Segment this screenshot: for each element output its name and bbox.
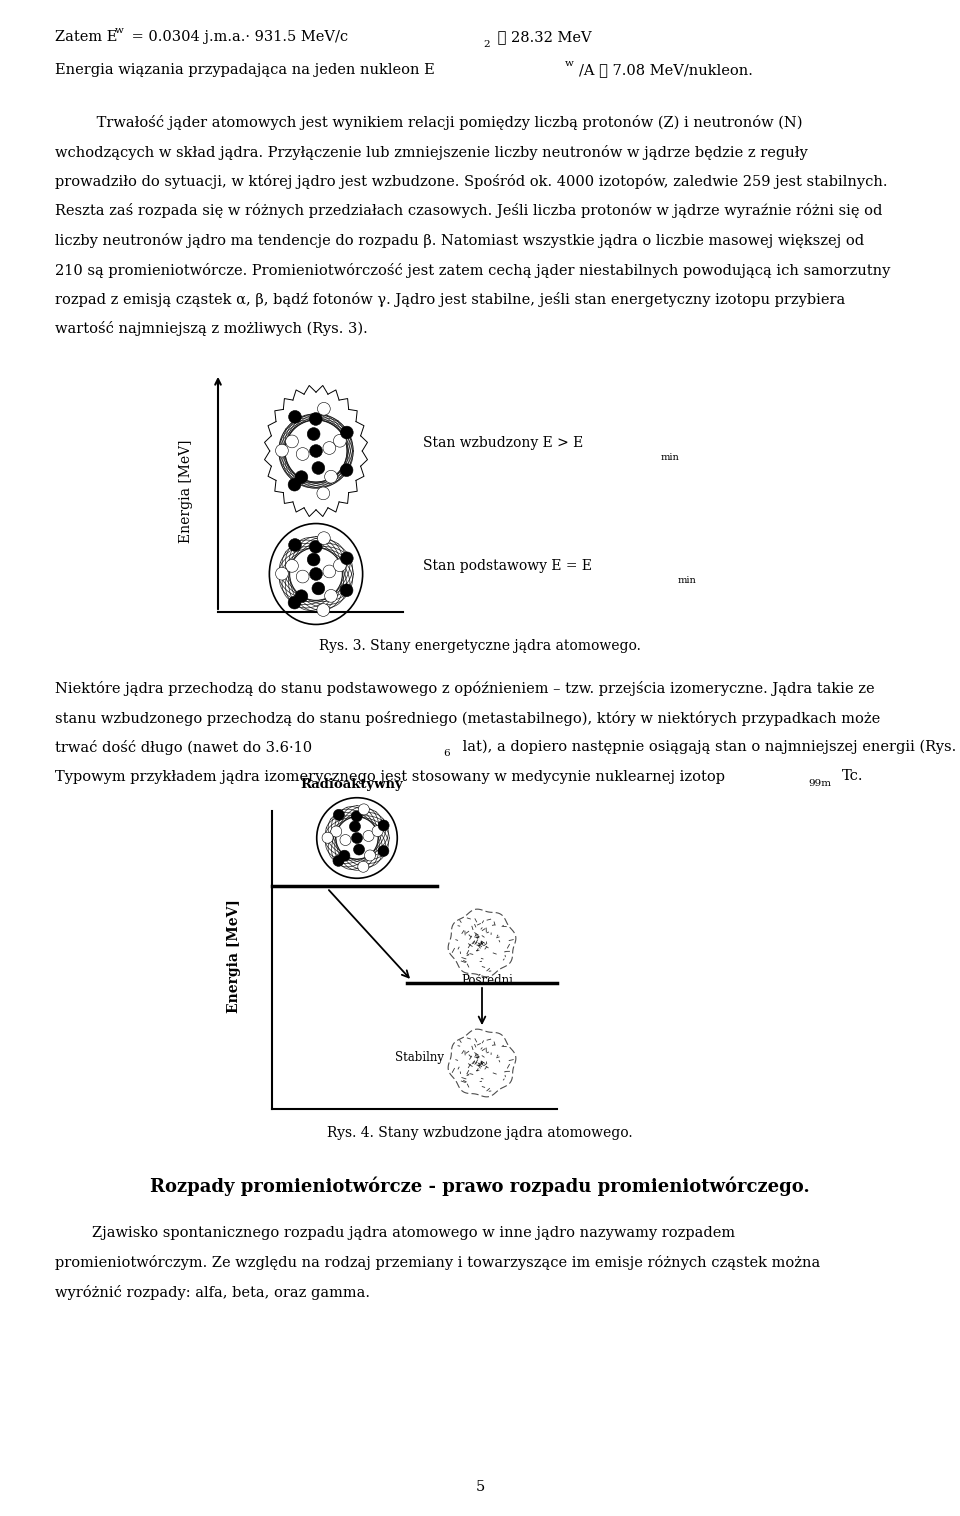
Circle shape (358, 861, 369, 872)
Circle shape (324, 590, 337, 602)
Text: min: min (678, 576, 697, 585)
Text: Tc.: Tc. (842, 770, 863, 784)
Circle shape (312, 461, 324, 475)
Circle shape (341, 426, 353, 440)
Text: w: w (114, 26, 124, 35)
Circle shape (378, 846, 389, 857)
Circle shape (351, 811, 362, 822)
Text: 99m: 99m (808, 779, 831, 787)
Text: Energia wiązania przypadająca na jeden nukleon E: Energia wiązania przypadająca na jeden n… (55, 64, 435, 77)
Circle shape (312, 582, 324, 594)
Circle shape (322, 832, 333, 843)
Circle shape (295, 471, 308, 484)
Text: Zjawisko spontanicznego rozpadu jądra atomowego w inne jądro nazywamy rozpadem: Zjawisko spontanicznego rozpadu jądra at… (55, 1226, 735, 1240)
Circle shape (378, 820, 389, 831)
Circle shape (340, 584, 353, 597)
Circle shape (310, 444, 323, 458)
Text: Stan podstawowy E = E: Stan podstawowy E = E (423, 559, 592, 573)
Text: 6: 6 (443, 749, 449, 758)
Circle shape (289, 411, 301, 423)
Circle shape (333, 559, 347, 572)
Text: promieniotwórczym. Ze względu na rodzaj przemiany i towarzyszące im emisje różny: promieniotwórczym. Ze względu na rodzaj … (55, 1255, 820, 1270)
Text: Zatem E: Zatem E (55, 30, 117, 44)
Text: prowadziło do sytuacji, w której jądro jest wzbudzone. Spośród ok. 4000 izotopów: prowadziło do sytuacji, w której jądro j… (55, 174, 887, 190)
Circle shape (341, 552, 353, 564)
Circle shape (349, 822, 360, 832)
Circle shape (363, 831, 374, 841)
Text: Typowym przykładem jądra izomerycznego jest stosowany w medycynie nuklearnej izo: Typowym przykładem jądra izomerycznego j… (55, 770, 730, 784)
Text: Stan wzbudzony E > E: Stan wzbudzony E > E (423, 437, 584, 450)
Text: Radioaktywny: Radioaktywny (300, 778, 403, 791)
Text: w: w (565, 59, 574, 68)
Text: wyróżnić rozpady: alfa, beta, oraz gamma.: wyróżnić rozpady: alfa, beta, oraz gamma… (55, 1286, 370, 1301)
Circle shape (276, 444, 288, 456)
Circle shape (339, 850, 350, 861)
Text: Trwałość jąder atomowych jest wynikiem relacji pomiędzy liczbą protonów (Z) i ne: Trwałość jąder atomowych jest wynikiem r… (55, 115, 803, 130)
Circle shape (318, 402, 330, 415)
Text: lat), a dopiero następnie osiągają stan o najmniejszej energii (Rys. 4.).: lat), a dopiero następnie osiągają stan … (458, 740, 960, 755)
Circle shape (333, 435, 347, 447)
Circle shape (323, 565, 336, 578)
Text: Energia [MeV]: Energia [MeV] (227, 899, 241, 1013)
Circle shape (324, 470, 337, 484)
Circle shape (288, 596, 300, 609)
Circle shape (286, 559, 299, 572)
Circle shape (286, 435, 299, 447)
Circle shape (340, 464, 353, 476)
Circle shape (297, 570, 309, 584)
Circle shape (353, 844, 365, 855)
Circle shape (358, 803, 370, 816)
Text: ≅ 28.32 MeV: ≅ 28.32 MeV (493, 30, 591, 44)
Text: stanu wzbudzonego przechodzą do stanu pośredniego (metastabilnego), który w niek: stanu wzbudzonego przechodzą do stanu po… (55, 711, 880, 726)
Text: wchodzących w skład jądra. Przyłączenie lub zmniejszenie liczby neutronów w jądr: wchodzących w skład jądra. Przyłączenie … (55, 144, 807, 159)
Text: Stabilny: Stabilny (395, 1052, 444, 1064)
Circle shape (309, 412, 323, 426)
Text: 2: 2 (483, 39, 490, 49)
Circle shape (318, 532, 330, 544)
Circle shape (331, 826, 342, 837)
Circle shape (317, 603, 329, 617)
Text: = 0.0304 j.m.a.· 931.5 MeV/c: = 0.0304 j.m.a.· 931.5 MeV/c (127, 30, 348, 44)
Text: 5: 5 (475, 1480, 485, 1493)
Circle shape (310, 567, 323, 581)
Circle shape (333, 855, 344, 866)
Circle shape (289, 538, 301, 552)
Text: liczby neutronów jądro ma tendencje do rozpadu β. Natomiast wszystkie jądra o li: liczby neutronów jądro ma tendencje do r… (55, 233, 864, 249)
Text: Rys. 4. Stany wzbudzone jądra atomowego.: Rys. 4. Stany wzbudzone jądra atomowego. (327, 1126, 633, 1140)
Circle shape (333, 810, 345, 820)
Text: min: min (661, 453, 680, 462)
Text: Rozpady promieniotwórcze - prawo rozpadu promieniotwórczego.: Rozpady promieniotwórcze - prawo rozpadu… (150, 1176, 810, 1196)
Text: /A ≅ 7.08 MeV/nukleon.: /A ≅ 7.08 MeV/nukleon. (579, 64, 753, 77)
Text: Rys. 3. Stany energetyczne jądra atomowego.: Rys. 3. Stany energetyczne jądra atomowe… (319, 640, 641, 653)
Circle shape (295, 590, 308, 602)
Text: wartość najmniejszą z możliwych (Rys. 3).: wartość najmniejszą z możliwych (Rys. 3)… (55, 321, 368, 337)
Circle shape (307, 428, 320, 440)
Circle shape (317, 487, 329, 500)
Text: trwać dość długo (nawet do 3.6·10: trwać dość długo (nawet do 3.6·10 (55, 740, 312, 755)
Circle shape (307, 553, 320, 565)
Circle shape (351, 832, 363, 843)
Text: Energia [MeV]: Energia [MeV] (179, 440, 193, 543)
Circle shape (297, 447, 309, 461)
Circle shape (372, 826, 383, 837)
Circle shape (365, 850, 375, 861)
Circle shape (323, 441, 336, 455)
Text: 210 są promieniotwórcze. Promieniotwórczość jest zatem cechą jąder niestabilnych: 210 są promieniotwórcze. Promieniotwórcz… (55, 262, 890, 277)
Circle shape (276, 567, 288, 581)
Text: Niektóre jądra przechodzą do stanu podstawowego z opóźnieniem – tzw. przejścia i: Niektóre jądra przechodzą do stanu podst… (55, 681, 875, 696)
Circle shape (309, 540, 323, 553)
Text: rozpad z emisją cząstek α, β, bądź fotonów γ. Jądro jest stabilne, jeśli stan en: rozpad z emisją cząstek α, β, bądź foton… (55, 293, 845, 308)
Text: Reszta zaś rozpada się w różnych przedziałach czasowych. Jeśli liczba protonów w: Reszta zaś rozpada się w różnych przedzi… (55, 203, 882, 218)
Circle shape (288, 478, 300, 491)
Text: Pośredni: Pośredni (461, 973, 513, 987)
Circle shape (340, 834, 351, 846)
